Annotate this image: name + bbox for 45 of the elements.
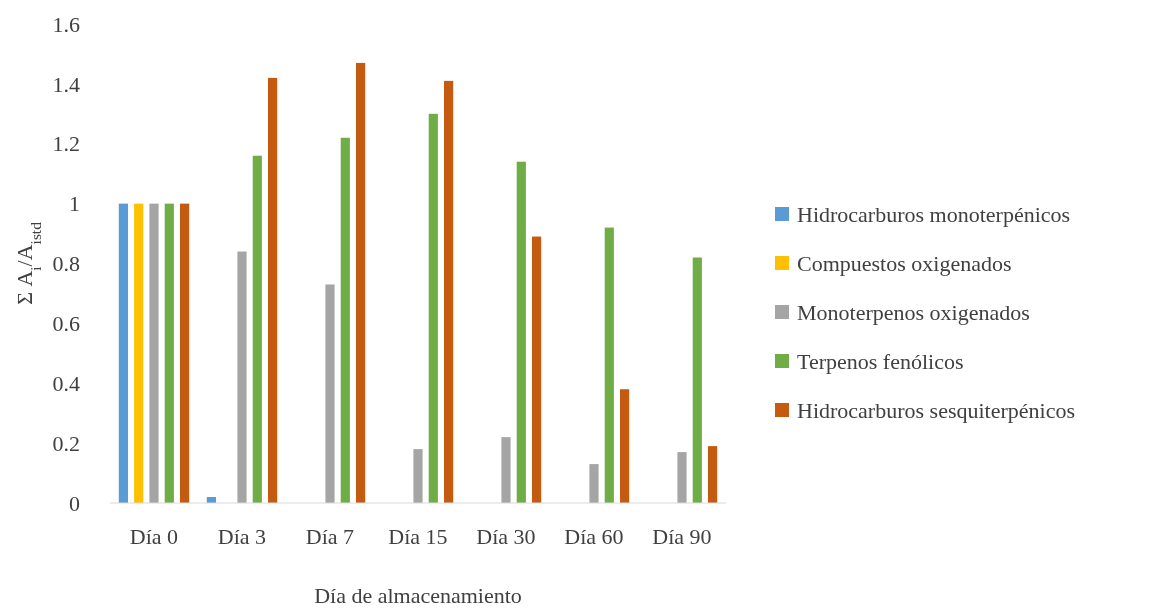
bar <box>180 203 190 503</box>
bar <box>516 161 526 503</box>
x-tick-label: Día 7 <box>305 524 355 549</box>
x-tick-label: Día 60 <box>564 524 624 549</box>
x-tick-label: Día 3 <box>217 524 267 549</box>
bar <box>237 251 247 503</box>
bar <box>604 227 614 503</box>
bar <box>501 437 511 503</box>
y-tick-label: 0 <box>69 490 80 516</box>
bar <box>340 137 350 503</box>
y-tick-label: 1 <box>69 191 80 217</box>
y-tick-label: 1.4 <box>52 71 80 97</box>
bar <box>620 389 630 503</box>
legend-label: Hidrocarburos monoterpénicos <box>797 201 1071 227</box>
x-tick-label: Día 30 <box>476 524 536 549</box>
bar <box>325 284 335 503</box>
y-tick-label: 0.6 <box>52 311 80 337</box>
bar <box>532 236 542 503</box>
bar <box>677 452 687 503</box>
y-tick-label: 0.8 <box>52 251 80 277</box>
bar <box>413 449 423 503</box>
bar <box>118 203 128 503</box>
bar <box>268 77 278 503</box>
bar <box>356 62 366 503</box>
bar <box>589 464 599 503</box>
x-tick-label: Día 0 <box>129 524 179 549</box>
bar <box>134 203 144 503</box>
y-tick-label: 1.6 <box>52 11 80 37</box>
y-tick-label: 0.4 <box>52 370 80 396</box>
bar <box>149 203 159 503</box>
bar <box>252 155 262 503</box>
bar <box>692 257 702 503</box>
x-axis-title: Día de almacenamiento <box>314 583 522 608</box>
bar <box>428 113 438 503</box>
x-tick-label: Día 90 <box>652 524 712 549</box>
legend-label: Terpenos fenólicos <box>797 348 964 374</box>
y-tick-label: 1.2 <box>52 131 80 157</box>
legend-label: Compuestos oxigenados <box>797 250 1012 276</box>
legend-label: Monoterpenos oxigenados <box>797 299 1030 325</box>
bar <box>708 446 718 503</box>
y-tick-label: 0.2 <box>52 430 80 456</box>
bar <box>444 80 454 503</box>
bar <box>164 203 174 503</box>
x-tick-label: Día 15 <box>388 524 448 549</box>
legend-label: Hidrocarburos sesquiterpénicos <box>797 397 1075 423</box>
